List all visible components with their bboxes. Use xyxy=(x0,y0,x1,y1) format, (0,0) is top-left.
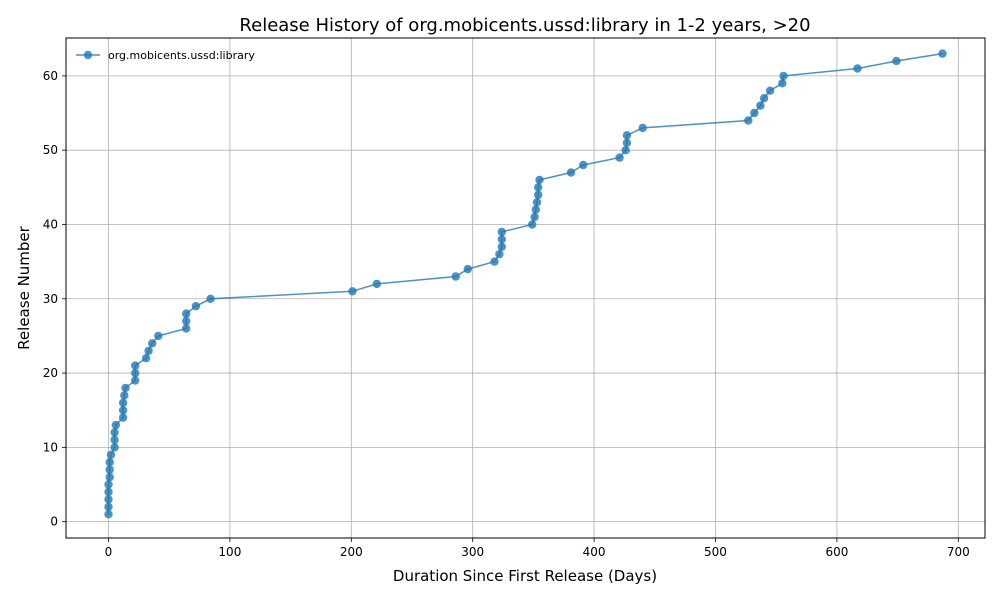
x-tick-label: 0 xyxy=(105,545,113,559)
y-tick-label: 30 xyxy=(43,292,58,306)
data-point xyxy=(106,450,116,459)
data-point xyxy=(372,279,381,289)
axis-ticks: 0 100 200 300 400 500 600 700 0 10 20 30 40 50 60 xyxy=(43,69,970,559)
data-point xyxy=(182,324,191,333)
data-point xyxy=(348,287,357,296)
data-point xyxy=(104,495,113,504)
legend-marker-swatch xyxy=(83,50,93,60)
x-tick-label: 100 xyxy=(218,545,241,559)
data-point xyxy=(104,480,113,489)
data-point xyxy=(497,242,506,251)
data-point xyxy=(566,168,576,177)
data-point xyxy=(118,413,128,422)
data-point xyxy=(182,309,191,318)
data-point xyxy=(528,220,537,229)
x-tick-label: 400 xyxy=(583,545,606,559)
data-point xyxy=(531,205,540,214)
data-point xyxy=(750,108,759,118)
data-point xyxy=(131,376,140,385)
data-point xyxy=(535,175,544,185)
data-point xyxy=(131,361,140,370)
data-point xyxy=(892,56,901,66)
data-point xyxy=(131,368,140,378)
data-point xyxy=(495,250,504,259)
data-point xyxy=(744,116,753,125)
data-point xyxy=(638,123,647,133)
data-point xyxy=(118,398,128,407)
data-point xyxy=(105,465,114,474)
data-series xyxy=(104,49,947,519)
data-point xyxy=(759,94,769,103)
data-point xyxy=(490,257,499,266)
data-point xyxy=(144,346,153,355)
x-axis-label: Duration Since First Release (Days) xyxy=(393,567,657,585)
data-point xyxy=(120,391,129,400)
data-point xyxy=(938,49,947,58)
y-tick-label: 50 xyxy=(43,143,58,157)
data-point xyxy=(206,294,215,303)
data-point xyxy=(182,316,191,326)
data-point xyxy=(534,183,543,192)
data-point xyxy=(104,510,113,519)
x-tick-label: 700 xyxy=(947,545,970,559)
data-point xyxy=(110,443,119,452)
data-point xyxy=(765,86,775,95)
data-point xyxy=(110,428,119,437)
data-point xyxy=(104,487,113,497)
x-tick-label: 600 xyxy=(825,545,848,559)
legend-label: org.mobicents.ussd:library xyxy=(108,49,255,62)
data-point xyxy=(118,406,128,415)
data-point xyxy=(451,272,460,281)
data-point xyxy=(853,64,862,73)
data-point xyxy=(154,331,163,341)
data-point xyxy=(579,160,588,170)
data-point xyxy=(105,472,114,482)
data-point xyxy=(534,190,543,199)
data-point xyxy=(141,354,151,363)
data-point xyxy=(111,420,121,430)
data-point xyxy=(191,302,201,311)
data-point xyxy=(532,198,542,207)
data-point xyxy=(121,383,130,393)
x-tick-label: 200 xyxy=(340,545,363,559)
data-point xyxy=(621,146,630,155)
data-point xyxy=(148,339,157,348)
data-point xyxy=(622,131,632,140)
data-point xyxy=(622,138,632,147)
y-tick-label: 0 xyxy=(50,515,58,529)
data-point xyxy=(497,227,506,237)
data-point xyxy=(615,153,624,162)
data-point xyxy=(530,212,539,222)
data-point xyxy=(105,458,114,467)
x-tick-label: 300 xyxy=(461,545,484,559)
y-tick-label: 20 xyxy=(43,366,58,380)
plot-area-frame xyxy=(65,37,986,539)
y-axis-label: Release Number xyxy=(15,225,33,349)
data-point xyxy=(779,71,788,81)
data-point xyxy=(104,502,113,511)
y-tick-label: 10 xyxy=(43,440,58,454)
data-point xyxy=(778,79,787,88)
y-tick-label: 40 xyxy=(43,217,58,231)
data-point xyxy=(110,435,119,445)
x-tick-label: 500 xyxy=(704,545,727,559)
y-tick-label: 60 xyxy=(43,69,58,83)
legend: org.mobicents.ussd:library xyxy=(76,49,255,62)
chart-title: Release History of org.mobicents.ussd:li… xyxy=(239,15,810,36)
data-point xyxy=(497,235,506,244)
data-point xyxy=(756,101,765,110)
data-point xyxy=(463,264,472,274)
